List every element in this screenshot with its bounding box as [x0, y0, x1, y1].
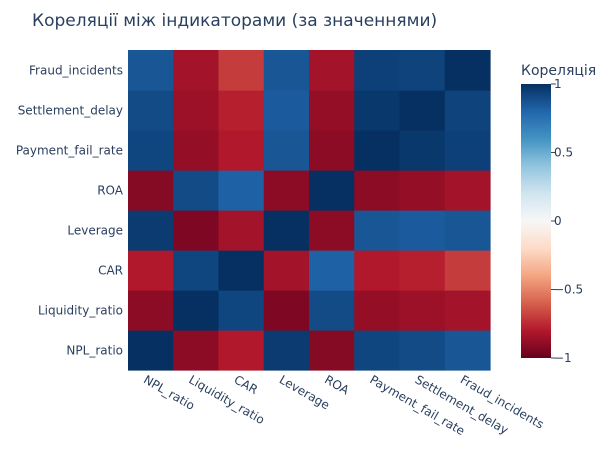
heatmap-cell: [128, 130, 174, 171]
colorbar-ticks: 1 0.5 0 −0.5 −1: [551, 77, 583, 365]
heatmap-cell: [218, 170, 265, 211]
y-tick-label: Fraud_incidents: [29, 64, 123, 78]
colorbar-title: Кореляція: [521, 63, 596, 79]
colorbar-tick-label: −0.5: [554, 283, 583, 297]
colorbar-gradient: [521, 84, 551, 358]
heatmap-cell: [128, 50, 174, 91]
heatmap-cell: [444, 170, 491, 211]
y-tick-label: Leverage: [67, 224, 123, 238]
heatmap-cell: [263, 290, 310, 331]
heatmap-cell: [263, 130, 310, 171]
chart-title: Кореляції між індикаторами (за значенням…: [32, 11, 437, 31]
heatmap-cell: [128, 250, 174, 291]
heatmap-cell: [354, 250, 401, 291]
heatmap-cell: [173, 290, 220, 331]
heatmap-cell: [173, 170, 220, 211]
x-tick-label: ROA: [322, 372, 352, 397]
heatmap-cell: [173, 130, 220, 171]
y-tick-label: CAR: [98, 264, 123, 278]
heatmap-cell: [309, 250, 355, 291]
heatmap-cell: [354, 50, 401, 91]
heatmap-cell: [173, 210, 220, 251]
y-tick-label: ROA: [97, 184, 124, 198]
heatmap-cell: [173, 330, 220, 371]
y-tick-label: Settlement_delay: [18, 104, 123, 118]
heatmap-cell: [399, 130, 446, 171]
heatmap-cell: [399, 290, 446, 331]
heatmap-cells: [128, 50, 491, 371]
heatmap-cell: [354, 90, 401, 131]
colorbar: Кореляція 1 0.5 0 −0.5 −1: [521, 63, 596, 365]
x-tick-label: CAR: [232, 372, 261, 397]
y-tick-label: NPL_ratio: [66, 344, 123, 358]
heatmap-cell: [444, 50, 491, 91]
heatmap-cell: [218, 130, 265, 171]
heatmap-cell: [399, 90, 446, 131]
heatmap-cell: [354, 290, 401, 331]
heatmap-cell: [263, 330, 310, 371]
colorbar-tick-label: 0.5: [554, 146, 573, 160]
heatmap-cell: [218, 250, 265, 291]
colorbar-tick-label: 1: [554, 77, 562, 91]
heatmap-cell: [309, 290, 355, 331]
x-tick-label: Leverage: [277, 372, 332, 412]
heatmap-cell: [218, 50, 265, 91]
heatmap-cell: [399, 50, 446, 91]
y-tick-label: Payment_fail_rate: [16, 144, 123, 158]
heatmap-cell: [444, 130, 491, 171]
heatmap-cell: [309, 210, 355, 251]
heatmap-cell: [173, 250, 220, 291]
heatmap-cell: [263, 170, 310, 211]
heatmap-cell: [309, 170, 355, 211]
x-tick-label: NPL_ratio: [141, 372, 197, 412]
heatmap-cell: [399, 170, 446, 211]
heatmap-cell: [309, 130, 355, 171]
heatmap-cell: [444, 210, 491, 251]
heatmap-cell: [263, 90, 310, 131]
heatmap-cell: [263, 50, 310, 91]
heatmap-cell: [309, 50, 355, 91]
heatmap-cell: [128, 170, 174, 211]
heatmap-cell: [354, 330, 401, 371]
heatmap-cell: [444, 290, 491, 331]
heatmap-cell: [218, 330, 265, 371]
y-axis-labels: NPL_ratio Liquidity_ratio CAR Leverage ROA Pa…: [16, 64, 124, 358]
heatmap-cell: [444, 330, 491, 371]
heatmap-cell: [399, 330, 446, 371]
heatmap-cell: [173, 50, 220, 91]
heatmap-cell: [309, 90, 355, 131]
heatmap-cell: [218, 90, 265, 131]
heatmap-cell: [263, 210, 310, 251]
heatmap-cell: [173, 90, 220, 131]
x-tick-label: Liquidity_ratio: [186, 372, 267, 427]
heatmap-cell: [444, 250, 491, 291]
colorbar-tick-label: −1: [554, 351, 572, 365]
heatmap-cell: [128, 210, 174, 251]
heatmap-cell: [399, 210, 446, 251]
heatmap-cell: [128, 290, 174, 331]
heatmap-cell: [218, 210, 265, 251]
heatmap-cell: [444, 90, 491, 131]
heatmap-cell: [354, 170, 401, 211]
heatmap-cell: [399, 250, 446, 291]
heatmap-cell: [128, 90, 174, 131]
heatmap-cell: [354, 210, 401, 251]
heatmap-cell: [263, 250, 310, 291]
heatmap-cell: [218, 290, 265, 331]
heatmap-cell: [354, 130, 401, 171]
heatmap-cell: [309, 330, 355, 371]
colorbar-tick-label: 0: [554, 214, 562, 228]
heatmap-cell: [128, 330, 174, 371]
y-tick-label: Liquidity_ratio: [38, 304, 123, 318]
